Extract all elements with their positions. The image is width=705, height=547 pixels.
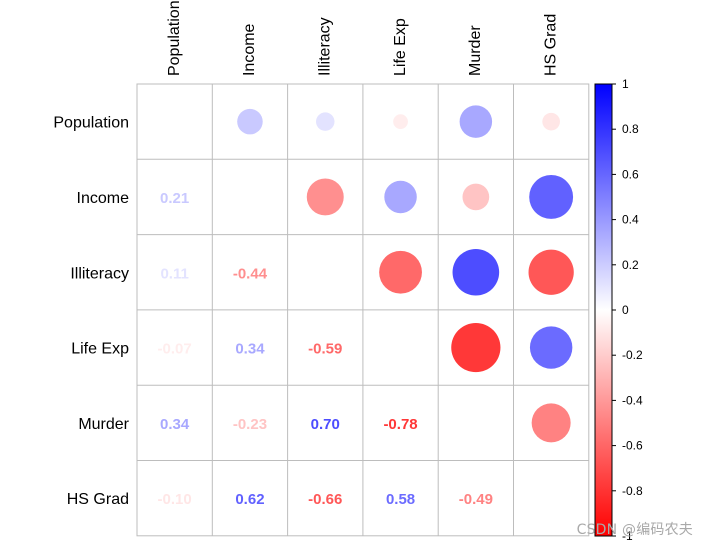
column-label-1: Population: [166, 0, 183, 76]
corr-circle-r1-c5: [459, 105, 493, 138]
row-label-4: Life Exp: [71, 341, 129, 358]
row-labels: Population Income Illiteracy Life Exp Murder…: [53, 115, 130, 508]
colorbar-tick-label-9: -0.6: [622, 439, 643, 453]
row-label-5: Murder: [78, 416, 129, 433]
corr-value-r5-c4: -0.78: [383, 416, 417, 433]
row-label-2: Income: [77, 190, 130, 207]
colorbar-tick-label-3: 0.6: [622, 167, 639, 181]
corr-value-r2-c1: 0.21: [160, 190, 189, 207]
corr-circle-r1-c4: [393, 114, 408, 130]
colorbar-tick-label-6: 0: [622, 303, 629, 317]
corr-value-r6-c2: 0.62: [235, 491, 264, 508]
column-label-3: Illiteracy: [316, 17, 333, 76]
colorbar-tick-label-4: 0.4: [622, 213, 639, 227]
corr-value-r6-c1: -0.10: [158, 491, 192, 508]
colorbar-tick-label-8: -0.4: [622, 393, 643, 407]
corr-value-r4-c1: -0.07: [158, 341, 192, 358]
colorbar-tick-label-5: 0.2: [622, 258, 639, 272]
corr-circle-r1-c6: [542, 112, 560, 131]
corr-circle-r4-c5: [451, 322, 501, 373]
corr-circle-r3-c5: [452, 248, 500, 296]
corr-value-r3-c2: -0.44: [233, 265, 268, 282]
colorbar-tick-label-1: 1: [622, 77, 629, 91]
corr-circle-r1-c2: [237, 108, 263, 135]
corr-circle-r5-c6: [531, 403, 571, 443]
column-label-4: Life Exp: [392, 18, 409, 76]
colorbar: 1 0.8 0.6 0.4 0.2 0 -0.2 -0.4 -0.6 -0.8 -1: [594, 77, 643, 543]
column-labels: Population Income Illiteracy Life Exp Murder…: [166, 0, 560, 76]
corr-circle-r2-c6: [529, 175, 574, 219]
colorbar-tick-label-2: 0.8: [622, 122, 639, 136]
column-label-6: HS Grad: [542, 14, 559, 76]
column-label-2: Income: [241, 23, 258, 76]
corr-value-r6-c3: -0.66: [308, 491, 342, 508]
corr-value-r4-c3: -0.59: [308, 341, 342, 358]
colorbar-tick-label-10: -0.8: [622, 484, 643, 498]
corr-value-r6-c4: 0.58: [386, 491, 415, 508]
grid: [136, 83, 590, 537]
corr-value-r5-c2: -0.23: [233, 416, 267, 433]
corr-value-r4-c2: 0.34: [235, 341, 265, 358]
row-label-6: HS Grad: [67, 491, 129, 508]
corr-circle-r2-c4: [384, 180, 417, 214]
corr-value-r6-c5: -0.49: [459, 491, 493, 508]
corr-circle-r4-c6: [529, 326, 573, 369]
cell-marks: 0.21 0.11 -0.44 -0.07 0.34 -0.59 0.34 -0.23 0.70…: [158, 105, 574, 508]
colorbar-tick-label-7: -0.2: [622, 348, 643, 362]
corr-circle-r3-c6: [528, 249, 574, 295]
colorbar-gradient: [594, 83, 613, 537]
colorbar-tick-label-11: -1: [622, 529, 633, 543]
row-label-3: Illiteracy: [70, 265, 129, 282]
corr-circle-r1-c3: [316, 112, 335, 131]
corr-circle-r2-c5: [462, 183, 490, 211]
corr-value-r5-c3: 0.70: [311, 416, 340, 433]
corr-value-r3-c1: 0.11: [160, 265, 188, 282]
column-label-5: Murder: [467, 25, 484, 76]
row-label-1: Population: [53, 115, 129, 132]
corr-circle-r2-c3: [306, 178, 344, 216]
corr-value-r5-c1: 0.34: [160, 416, 190, 433]
corr-circle-r3-c4: [379, 250, 422, 294]
